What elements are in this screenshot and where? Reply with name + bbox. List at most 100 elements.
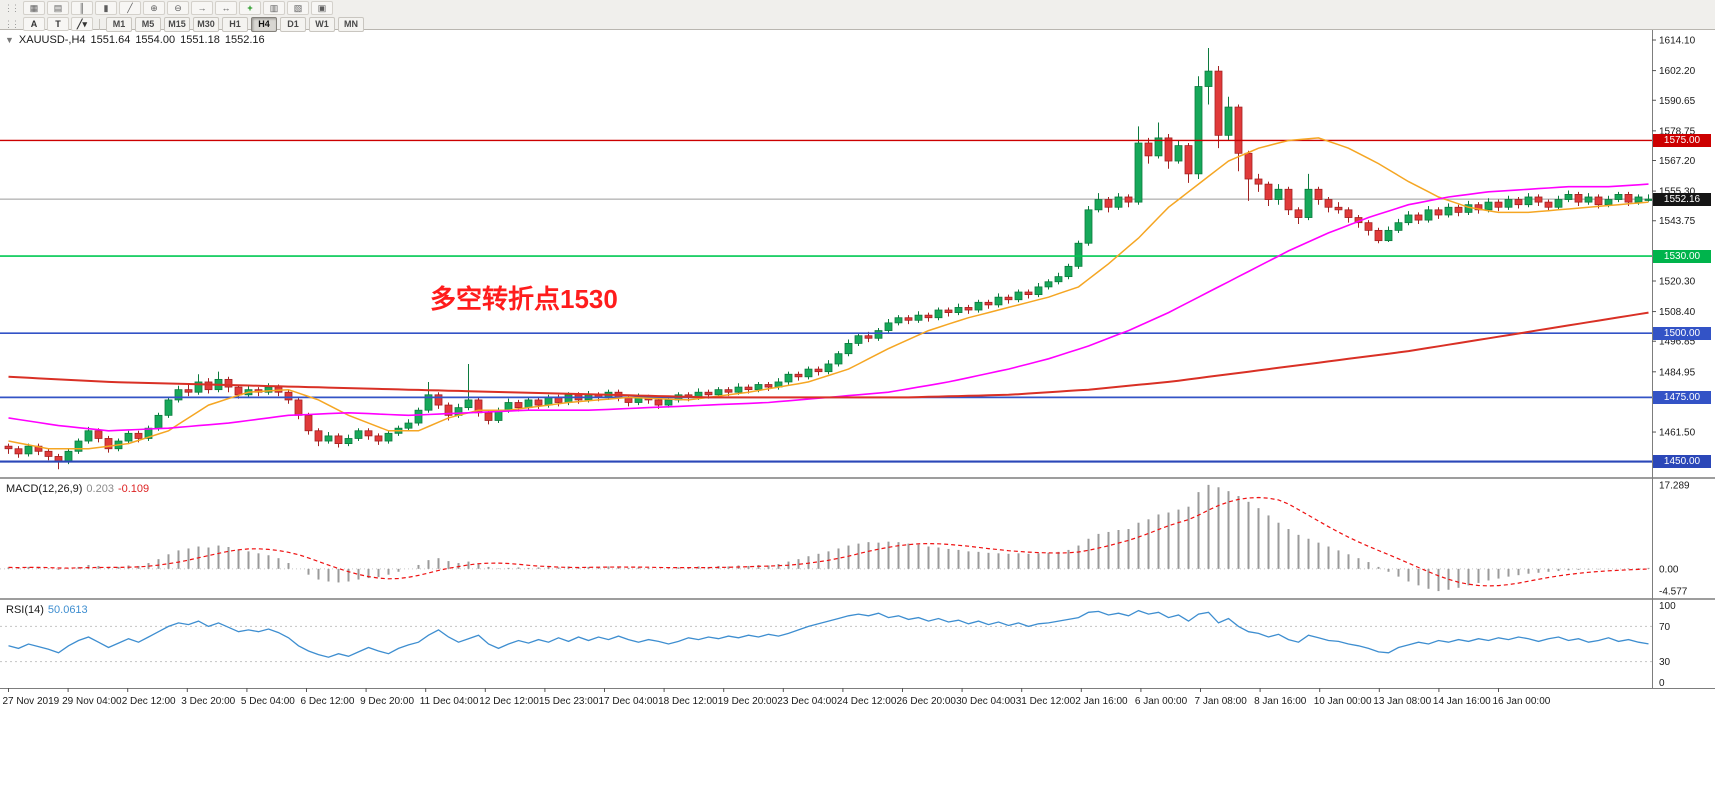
price-badge-1530-00: 1530.00 — [1653, 249, 1711, 263]
macd-histogram — [7, 484, 1650, 592]
svg-text:30: 30 — [1659, 657, 1671, 668]
candle — [384, 430, 393, 444]
periods-icon[interactable]: ▥ — [263, 1, 285, 15]
price-axis[interactable]: 1614.10 1602.20 1590.65 1578.75 1567.20 1555.… — [1652, 36, 1696, 439]
new-chart-icon[interactable]: ▦ — [23, 1, 45, 15]
svg-text:15 Dec 23:00: 15 Dec 23:00 — [539, 696, 599, 707]
candle — [24, 443, 33, 457]
candles — [4, 47, 1653, 470]
timeframe-button-d1[interactable]: D1 — [280, 16, 306, 32]
zoom-in-icon[interactable]: ⊕ — [143, 1, 165, 15]
rsi-axis[interactable]: 100 70 30 0 — [1659, 601, 1676, 689]
candle — [924, 312, 933, 322]
zoom-out-icon[interactable]: ⊖ — [167, 1, 189, 15]
candle — [104, 435, 113, 453]
symbol-period-label: XAUUSD-,H4 — [18, 34, 86, 46]
svg-text:1496.85: 1496.85 — [1659, 337, 1696, 348]
svg-text:100: 100 — [1659, 601, 1676, 612]
macd-axis[interactable]: 17.289 0.00 -4.577 — [1659, 480, 1690, 597]
svg-text:6 Jan 00:00: 6 Jan 00:00 — [1135, 696, 1188, 707]
one-click-trading-icon[interactable]: ▼ — [5, 35, 14, 45]
text-label-button[interactable]: T — [47, 17, 69, 31]
candle — [1084, 205, 1093, 246]
candle — [1534, 194, 1543, 206]
toolbar-grip-2[interactable]: ⋮⋮ — [4, 18, 20, 29]
candle — [354, 428, 363, 442]
svg-text:14 Jan 16:00: 14 Jan 16:00 — [1433, 696, 1491, 707]
timeframe-button-m15[interactable]: M15 — [164, 16, 190, 32]
candle — [1414, 212, 1423, 224]
candle — [894, 315, 903, 326]
timeframe-button-h1[interactable]: H1 — [222, 16, 248, 32]
candle — [1094, 193, 1103, 213]
candle — [1584, 193, 1593, 205]
candle — [964, 304, 973, 314]
svg-text:17.289: 17.289 — [1659, 480, 1690, 491]
svg-text:1484.95: 1484.95 — [1659, 367, 1696, 378]
svg-text:8 Jan 16:00: 8 Jan 16:00 — [1254, 696, 1307, 707]
chart-shift-icon[interactable]: ↔ — [215, 1, 237, 15]
candle — [1304, 173, 1313, 221]
candle — [1494, 199, 1503, 212]
svg-text:23 Dec 04:00: 23 Dec 04:00 — [777, 696, 837, 707]
chart-annotation[interactable]: 多空转折点1530 — [430, 284, 618, 314]
bar-chart-icon[interactable]: ║ — [71, 1, 93, 15]
timeframe-button-h4[interactable]: H4 — [251, 16, 277, 32]
indicators-icon[interactable]: + — [239, 1, 261, 15]
candle — [1044, 279, 1053, 290]
candle — [1024, 289, 1033, 299]
tile-windows-icon[interactable]: ▣ — [311, 1, 333, 15]
candle — [144, 425, 153, 442]
timeframe-button-w1[interactable]: W1 — [309, 16, 335, 32]
candle — [884, 319, 893, 334]
candle — [1454, 204, 1463, 217]
svg-text:1614.10: 1614.10 — [1659, 36, 1696, 47]
macd-main-value: 0.203 — [86, 483, 114, 495]
candle — [824, 360, 833, 375]
candle — [1404, 211, 1413, 226]
svg-text:1590.65: 1590.65 — [1659, 96, 1696, 107]
candle — [304, 412, 313, 435]
line-chart-icon[interactable]: ╱ — [119, 1, 141, 15]
timeframe-button-m1[interactable]: M1 — [106, 16, 132, 32]
candle — [374, 433, 383, 445]
candlestick-chart-icon[interactable]: ▮ — [95, 1, 117, 15]
svg-text:2 Dec 12:00: 2 Dec 12:00 — [122, 696, 176, 707]
candle — [1114, 193, 1123, 210]
ohlc-close: 1552.16 — [224, 34, 265, 46]
chart-profiles-icon[interactable]: ▤ — [47, 1, 69, 15]
templates-icon[interactable]: ▧ — [287, 1, 309, 15]
draw-tools-button[interactable]: ╱▾ — [71, 17, 93, 31]
candle — [1184, 143, 1193, 183]
candle — [1204, 47, 1213, 105]
toolbar-separator — [99, 18, 100, 30]
candle — [164, 397, 173, 418]
macd-indicator-label: MACD(12,26,9) 0.203 -0.109 — [6, 483, 153, 495]
toolbar-grip[interactable]: ⋮⋮ — [4, 2, 20, 13]
price-badge-1552-16: 1552.16 — [1653, 192, 1711, 206]
candle — [1574, 191, 1583, 206]
timeframe-button-mn[interactable]: MN — [338, 16, 364, 32]
candle — [4, 443, 13, 454]
text-annotation-button[interactable]: A — [23, 17, 45, 31]
candle — [94, 428, 103, 443]
candle — [1054, 272, 1063, 285]
candle — [1174, 140, 1183, 164]
ohlc-low: 1551.18 — [180, 34, 220, 46]
svg-text:3 Dec 20:00: 3 Dec 20:00 — [181, 696, 235, 707]
svg-text:1578.75: 1578.75 — [1659, 126, 1696, 137]
candle — [1254, 173, 1263, 192]
candle — [324, 432, 333, 444]
candle — [1554, 195, 1563, 210]
candle — [1474, 202, 1483, 214]
timeframe-button-m30[interactable]: M30 — [193, 16, 219, 32]
auto-scroll-icon[interactable]: → — [191, 1, 213, 15]
candle — [1614, 191, 1623, 203]
candle — [464, 363, 473, 411]
timeframe-button-m5[interactable]: M5 — [135, 16, 161, 32]
candle — [834, 351, 843, 367]
candle — [984, 299, 993, 309]
time-axis[interactable]: 27 Nov 2019 29 Nov 04:00 2 Dec 12:00 3 Dec … — [3, 688, 1551, 707]
